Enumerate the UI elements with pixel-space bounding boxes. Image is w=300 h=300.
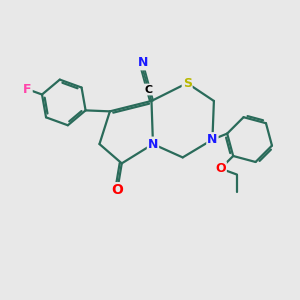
Text: O: O bbox=[215, 162, 226, 175]
Text: O: O bbox=[111, 183, 123, 197]
Text: C: C bbox=[144, 85, 152, 94]
Text: F: F bbox=[23, 83, 32, 96]
Text: N: N bbox=[148, 138, 158, 151]
Text: N: N bbox=[207, 133, 218, 146]
Text: S: S bbox=[183, 76, 192, 90]
Text: N: N bbox=[137, 56, 148, 69]
